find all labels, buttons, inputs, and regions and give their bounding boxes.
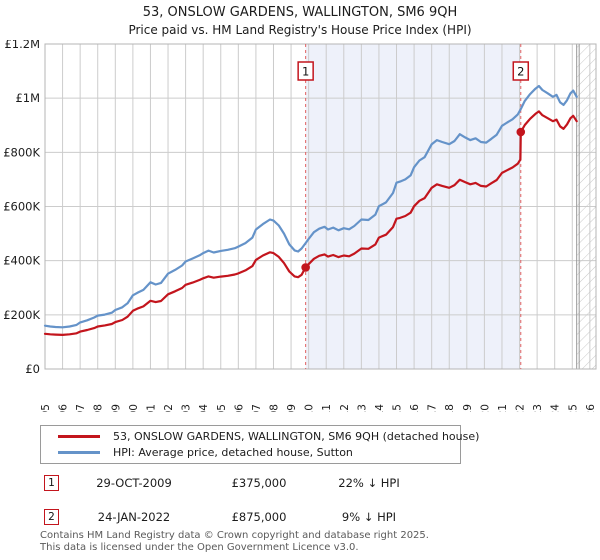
x-tick-label: 2003: [181, 404, 193, 412]
x-tick-label: 2010: [304, 404, 316, 412]
transaction-2-price: £875,000: [231, 510, 287, 524]
transaction-row-1: 1 29-OCT-2009 £375,000 22% ↓ HPI: [44, 475, 429, 491]
x-tick-label: 2022: [515, 404, 527, 412]
hpi-line: [43, 84, 578, 329]
x-tick-label: 2006: [233, 404, 245, 412]
legend-item-price-paid: 53, ONSLOW GARDENS, WALLINGTON, SM6 9QH …: [41, 428, 479, 444]
x-tick-label: 2024: [550, 404, 562, 412]
copyright-footer: Contains HM Land Registry data © Crown c…: [40, 530, 429, 553]
plot-border: [44, 43, 597, 370]
x-tick-label: 2011: [321, 404, 333, 412]
transaction-dot-2: [516, 127, 526, 137]
transaction-dot-1: [301, 263, 310, 272]
transaction-1-vs-hpi: 22% ↓ HPI: [338, 476, 400, 490]
x-tick-label: 1996: [58, 404, 70, 412]
x-tick-label: 2004: [198, 404, 210, 412]
price-chart: 12 £0£200K£400K£600K£800K£1M£1.2M1995199…: [0, 37, 600, 431]
page-subtitle: Price paid vs. HM Land Registry's House …: [128, 23, 472, 37]
x-tick-label: 2013: [356, 404, 368, 412]
transaction-dashed-lines: [305, 44, 522, 369]
legend-label-price-paid: 53, ONSLOW GARDENS, WALLINGTON, SM6 9QH …: [113, 429, 480, 443]
transaction-1-date: 29-OCT-2009: [96, 476, 172, 490]
x-tick-label: 2026: [585, 404, 597, 412]
chart-canvas: 12 £0£200K£400K£600K£800K£1M£1.2M1995199…: [3, 37, 597, 431]
transaction-1-badge: 1: [44, 475, 59, 491]
x-tick-label: 2020: [479, 404, 491, 412]
x-tick-label: 2002: [163, 404, 175, 412]
price-paid-line: [43, 110, 578, 336]
y-tick-label: £0: [25, 362, 40, 376]
data-series: [43, 84, 578, 336]
x-tick-label: 1997: [75, 404, 87, 412]
transaction-1-price: £375,000: [231, 476, 287, 490]
blue-line-swatch: [58, 450, 100, 454]
y-tick-label: £1.2M: [4, 40, 40, 51]
x-tick-label: 2005: [216, 404, 228, 412]
svg-text:2: 2: [517, 65, 524, 79]
no-data-hatch: [576, 44, 596, 369]
x-tick-label: 2019: [462, 404, 474, 412]
x-tick-label: 2025: [567, 404, 579, 412]
x-tick-label: 2021: [497, 404, 509, 412]
transaction-2-vs-hpi: 9% ↓ HPI: [341, 510, 397, 524]
svg-text:1: 1: [302, 65, 309, 79]
y-tick-label: £800K: [3, 145, 40, 159]
x-tick-label: 2016: [409, 404, 421, 412]
x-tick-label: 1995: [40, 404, 52, 412]
legend: 53, ONSLOW GARDENS, WALLINGTON, SM6 9QH …: [40, 425, 479, 464]
transaction-2-date: 24-JAN-2022: [97, 510, 171, 524]
transaction-flag-1: [297, 61, 314, 81]
x-tick-label: 2015: [392, 404, 404, 412]
y-tick-label: £200K: [3, 308, 40, 322]
x-tick-label: 2012: [339, 404, 351, 412]
x-tick-label: 2001: [145, 404, 157, 412]
x-tick-label: 2017: [427, 404, 439, 412]
future-hatch-area: [576, 44, 596, 369]
legend-item-hpi: HPI: Average price, detached house, Sutt…: [41, 444, 460, 460]
y-tick-label: £600K: [3, 200, 40, 214]
transaction-row-2: 2 24-JAN-2022 £875,000 9% ↓ HPI: [44, 509, 429, 525]
legend-label-hpi: HPI: Average price, detached house, Sutt…: [113, 445, 353, 459]
x-tick-label: 2008: [268, 404, 280, 412]
transaction-flag-2: [512, 61, 530, 81]
x-tick-label: 1999: [110, 404, 122, 412]
y-tick-label: £400K: [3, 254, 40, 268]
x-tick-label: 2014: [374, 404, 386, 412]
x-tick-label: 2023: [532, 404, 544, 412]
page-title: 53, ONSLOW GARDENS, WALLINGTON, SM6 9QH: [142, 5, 458, 20]
x-tick-label: 2018: [444, 404, 456, 412]
transaction-2-badge: 2: [44, 509, 59, 525]
x-tick-label: 2000: [128, 404, 140, 412]
footer-line-1: Contains HM Land Registry data © Crown c…: [40, 530, 429, 541]
red-line-swatch: [58, 434, 100, 438]
x-tick-label: 1998: [93, 404, 105, 412]
footer-line-2: This data is licensed under the Open Gov…: [40, 541, 359, 553]
x-tick-label: 2007: [251, 404, 263, 412]
y-tick-label: £1M: [15, 91, 40, 105]
x-tick-label: 2009: [286, 404, 298, 412]
